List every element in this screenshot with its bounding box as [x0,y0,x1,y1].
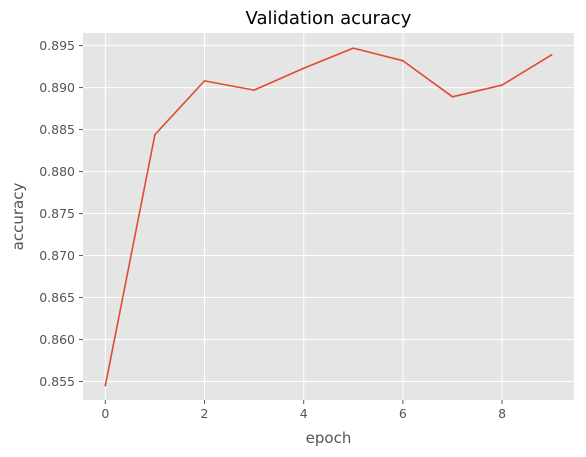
x-tick-label: 6 [399,406,407,421]
data-point [402,59,404,62]
y-tick-label: 0.870 [39,248,75,263]
data-point [302,67,305,70]
y-tick-label: 0.885 [39,122,75,137]
x-tick-label: 2 [201,406,209,421]
y-axis-label: accuracy [9,183,27,251]
data-point [253,89,255,91]
y-tick-label: 0.860 [39,332,75,347]
x-tick-label: 8 [498,406,506,421]
data-point [104,384,107,387]
y-tick-label: 0.880 [39,164,75,179]
grid-lines [83,33,574,400]
y-tick-label: 0.875 [39,206,75,221]
data-point [203,80,206,82]
y-tick-label: 0.895 [39,38,75,53]
y-tick-labels: 0.855 0.860 0.865 0.870 0.875 0.880 0.885 0.890… [39,38,75,389]
y-tick-label: 0.865 [39,290,75,305]
data-point [451,96,454,98]
series-line [104,47,553,386]
data-point [352,47,355,49]
y-tick-label: 0.855 [39,374,75,389]
y-tick-label: 0.890 [39,80,75,95]
data-point [550,54,553,56]
x-axis-label: epoch [306,429,352,447]
x-tick-label: 4 [300,406,308,421]
plot-area [83,33,574,400]
data-point [154,133,156,136]
series-layer [104,47,553,387]
x-tick-labels: 0 2 4 6 8 [101,406,506,421]
chart-title: Validation acuracy [246,8,412,29]
axis-ticks [79,45,503,404]
x-tick-label: 0 [101,406,109,421]
data-point [501,84,503,86]
